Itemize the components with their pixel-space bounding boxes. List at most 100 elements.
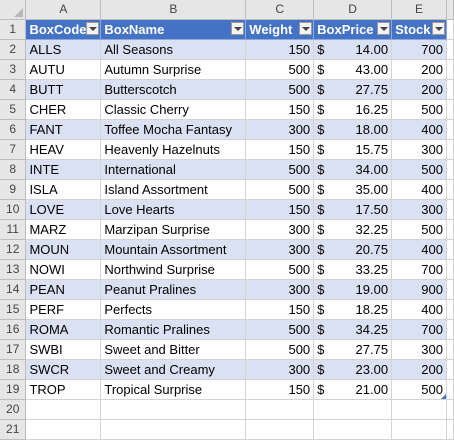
empty-cell[interactable] <box>446 359 454 380</box>
empty-cell[interactable] <box>25 419 102 440</box>
empty-cell[interactable] <box>446 299 454 320</box>
cell-name[interactable]: Mountain Assortment <box>100 239 247 260</box>
row-header-17[interactable]: 17 <box>0 339 27 360</box>
cell-price[interactable]: $14.00 <box>313 39 393 60</box>
empty-cell[interactable] <box>100 419 247 440</box>
header-cell-weight[interactable]: Weight <box>245 19 315 40</box>
cell-code[interactable]: FANT <box>25 119 102 140</box>
cell-price[interactable]: $23.00 <box>313 359 393 380</box>
cell-code[interactable]: PEAN <box>25 279 102 300</box>
cell-code[interactable]: NOWI <box>25 259 102 280</box>
row-header-10[interactable]: 10 <box>0 199 27 220</box>
header-cell-code[interactable]: BoxCode <box>25 19 102 40</box>
cell-code[interactable]: AUTU <box>25 59 102 80</box>
cell-stock[interactable]: 300 <box>391 339 447 360</box>
empty-cell[interactable] <box>391 419 447 440</box>
cell-name[interactable]: Tropical Surprise <box>100 379 247 400</box>
header-cell-name[interactable]: BoxName <box>100 19 247 40</box>
cell-stock[interactable]: 700 <box>391 319 447 340</box>
empty-cell[interactable] <box>446 39 454 60</box>
select-all-button[interactable] <box>0 0 27 20</box>
cell-code[interactable]: ALLS <box>25 39 102 60</box>
empty-cell[interactable] <box>446 219 454 240</box>
cell-stock[interactable]: 400 <box>391 179 447 200</box>
row-header-1[interactable]: 1 <box>0 19 27 40</box>
cell-stock[interactable]: 200 <box>391 59 447 80</box>
cell-weight[interactable]: 500 <box>245 339 315 360</box>
row-header-8[interactable]: 8 <box>0 159 27 180</box>
cell-price[interactable]: $34.00 <box>313 159 393 180</box>
empty-cell[interactable] <box>25 399 102 420</box>
cell-weight[interactable]: 500 <box>245 159 315 180</box>
cell-price[interactable]: $34.25 <box>313 319 393 340</box>
row-header-2[interactable]: 2 <box>0 39 27 60</box>
filter-dropdown-icon[interactable] <box>377 22 391 35</box>
cell-code[interactable]: INTE <box>25 159 102 180</box>
cell-stock[interactable]: 900 <box>391 279 447 300</box>
cell-weight[interactable]: 500 <box>245 59 315 80</box>
cell-stock[interactable]: 500 <box>391 379 447 400</box>
header-cell-stock[interactable]: Stock <box>391 19 447 40</box>
cell-price[interactable]: $18.00 <box>313 119 393 140</box>
cell-name[interactable]: Heavenly Hazelnuts <box>100 139 247 160</box>
column-header-a[interactable]: A <box>25 0 102 20</box>
cell-weight[interactable]: 150 <box>245 99 315 120</box>
cell-name[interactable]: Island Assortment <box>100 179 247 200</box>
cell-name[interactable]: Peanut Pralines <box>100 279 247 300</box>
column-header-c[interactable]: C <box>245 0 315 20</box>
cell-name[interactable]: Sweet and Creamy <box>100 359 247 380</box>
cell-weight[interactable]: 300 <box>245 119 315 140</box>
row-header-6[interactable]: 6 <box>0 119 27 140</box>
cell-price[interactable]: $21.00 <box>313 379 393 400</box>
cell-weight[interactable]: 150 <box>245 199 315 220</box>
cell-weight[interactable]: 500 <box>245 259 315 280</box>
empty-cell[interactable] <box>446 79 454 100</box>
empty-cell[interactable] <box>446 99 454 120</box>
row-header-13[interactable]: 13 <box>0 259 27 280</box>
cell-code[interactable]: PERF <box>25 299 102 320</box>
column-header-e[interactable]: E <box>391 0 447 20</box>
cell-stock[interactable]: 500 <box>391 219 447 240</box>
cell-name[interactable]: Autumn Surprise <box>100 59 247 80</box>
cell-weight[interactable]: 300 <box>245 239 315 260</box>
empty-cell[interactable] <box>245 419 315 440</box>
cell-stock[interactable]: 400 <box>391 119 447 140</box>
row-header-12[interactable]: 12 <box>0 239 27 260</box>
cell-price[interactable]: $18.25 <box>313 299 393 320</box>
cell-name[interactable]: Butterscotch <box>100 79 247 100</box>
cell-price[interactable]: $16.25 <box>313 99 393 120</box>
cell-name[interactable]: Perfects <box>100 299 247 320</box>
cell-code[interactable]: TROP <box>25 379 102 400</box>
cell-name[interactable]: Marzipan Surprise <box>100 219 247 240</box>
empty-cell[interactable] <box>313 419 393 440</box>
filter-dropdown-icon[interactable] <box>431 22 445 35</box>
empty-cell[interactable] <box>446 179 454 200</box>
empty-cell[interactable] <box>391 399 447 420</box>
cell-code[interactable]: MOUN <box>25 239 102 260</box>
cell-price[interactable]: $19.00 <box>313 279 393 300</box>
row-header-7[interactable]: 7 <box>0 139 27 160</box>
cell-weight[interactable]: 150 <box>245 299 315 320</box>
empty-cell[interactable] <box>446 399 454 420</box>
row-header-21[interactable]: 21 <box>0 419 27 440</box>
empty-cell[interactable] <box>446 339 454 360</box>
row-header-5[interactable]: 5 <box>0 99 27 120</box>
cell-stock[interactable]: 200 <box>391 79 447 100</box>
column-header-d[interactable]: D <box>313 0 393 20</box>
cell-stock[interactable]: 300 <box>391 139 447 160</box>
row-header-20[interactable]: 20 <box>0 399 27 420</box>
cell-weight[interactable]: 500 <box>245 179 315 200</box>
empty-cell[interactable] <box>446 419 454 440</box>
cell-stock[interactable]: 500 <box>391 159 447 180</box>
cell-stock[interactable]: 200 <box>391 359 447 380</box>
empty-cell[interactable] <box>446 159 454 180</box>
empty-cell[interactable] <box>446 379 454 400</box>
cell-stock[interactable]: 400 <box>391 239 447 260</box>
cell-price[interactable]: $33.25 <box>313 259 393 280</box>
empty-cell[interactable] <box>100 399 247 420</box>
empty-cell[interactable] <box>446 199 454 220</box>
cell-name[interactable]: International <box>100 159 247 180</box>
filter-dropdown-icon[interactable] <box>86 22 100 35</box>
empty-cell[interactable] <box>446 139 454 160</box>
cell-weight[interactable]: 300 <box>245 359 315 380</box>
